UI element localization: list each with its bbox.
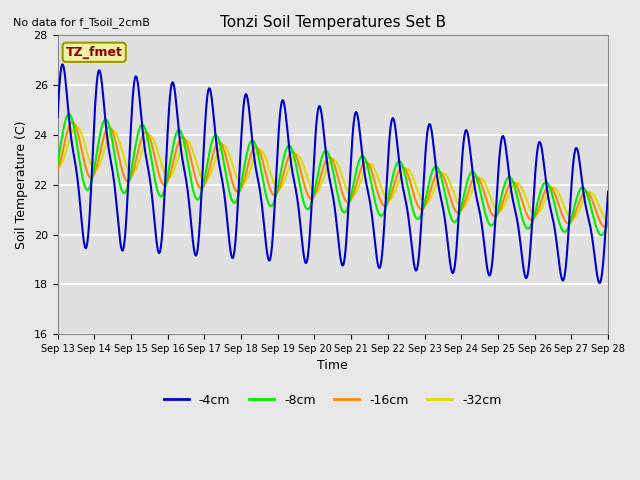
- Legend: -4cm, -8cm, -16cm, -32cm: -4cm, -8cm, -16cm, -32cm: [159, 389, 507, 411]
- Title: Tonzi Soil Temperatures Set B: Tonzi Soil Temperatures Set B: [220, 15, 446, 30]
- Text: No data for f_Tsoil_2cmB: No data for f_Tsoil_2cmB: [13, 17, 150, 28]
- X-axis label: Time: Time: [317, 360, 348, 372]
- Text: TZ_fmet: TZ_fmet: [66, 46, 123, 59]
- Y-axis label: Soil Temperature (C): Soil Temperature (C): [15, 120, 28, 249]
